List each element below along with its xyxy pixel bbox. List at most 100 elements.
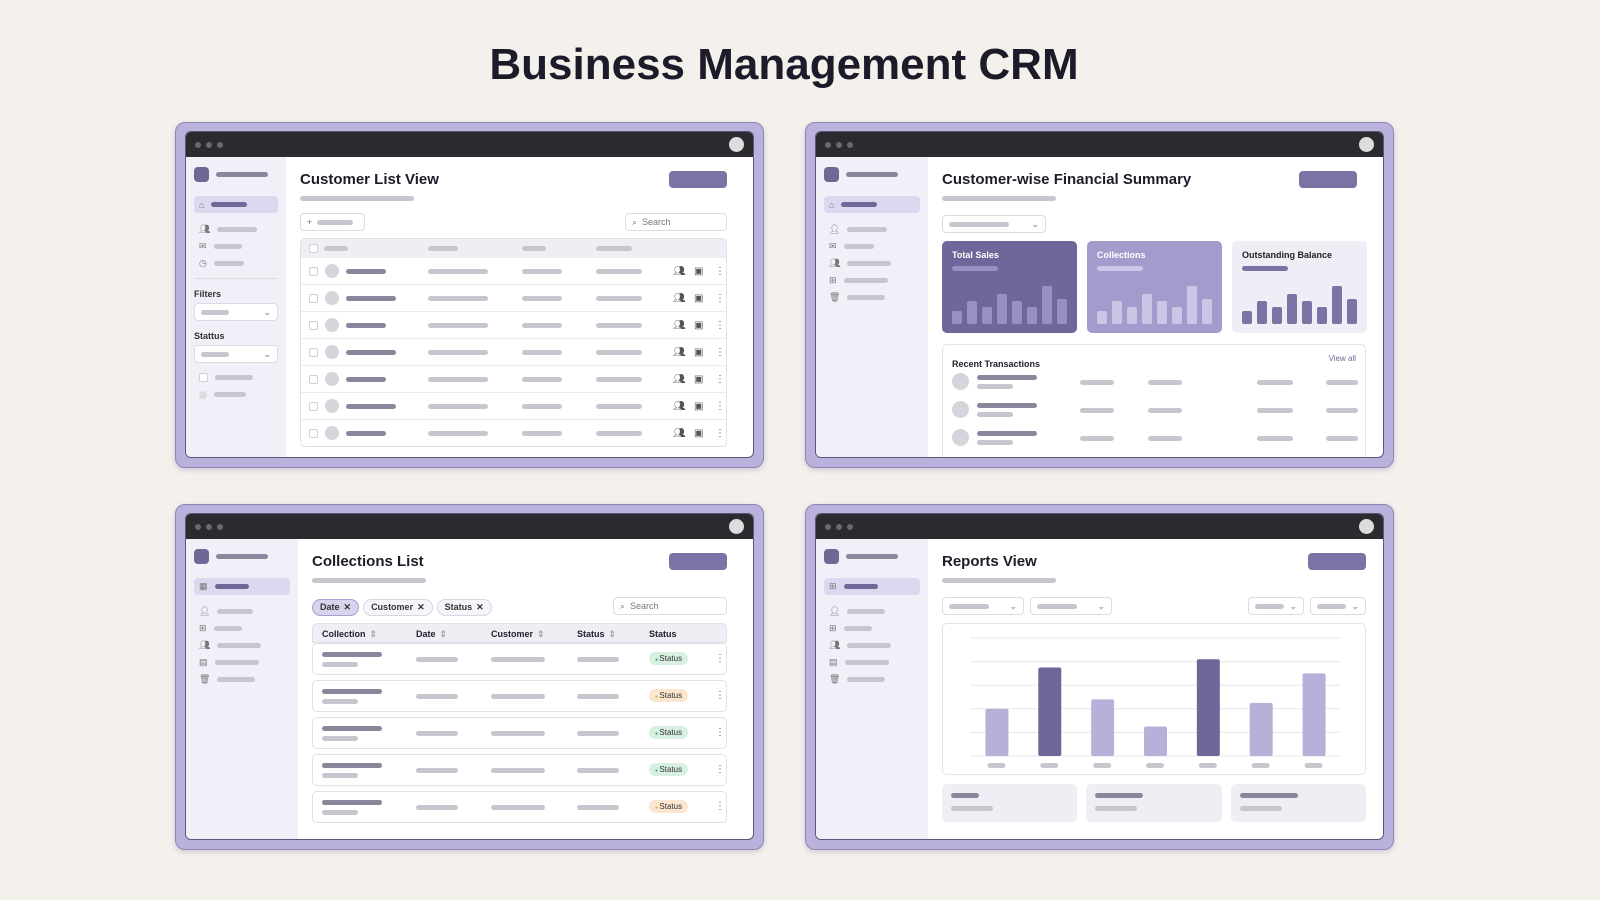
filter-checkbox[interactable] <box>194 369 278 386</box>
more-vertical-icon[interactable]: ⋮ <box>715 800 725 812</box>
more-vertical-icon[interactable]: ⋮ <box>715 726 725 738</box>
window-dot[interactable] <box>825 141 831 148</box>
sidebar-item-layout[interactable]: ▤ <box>824 654 920 671</box>
sidebar-item-trash[interactable]: 🗑︎ <box>194 671 290 688</box>
users-icon[interactable]: 👥︎ <box>673 319 686 331</box>
row-checkbox[interactable] <box>309 374 318 384</box>
column-header[interactable]: Status ⇕ <box>577 629 616 640</box>
sidebar-item-customers[interactable]: 👥︎ <box>194 221 278 238</box>
sidebar-item-home[interactable]: ⌂ <box>194 196 278 213</box>
more-vertical-icon[interactable]: ⋮ <box>715 689 725 701</box>
column-header[interactable]: Collection ⇕ <box>322 629 377 640</box>
sidebar-item-layout[interactable]: ▤ <box>194 654 290 671</box>
document-icon[interactable]: ▣ <box>694 427 704 439</box>
filter-chip-status[interactable]: Status ✕ <box>436 598 492 616</box>
table-row[interactable]: 👥︎ ▣ ⋮ <box>301 419 726 446</box>
users-icon[interactable]: 👥︎ <box>673 400 686 412</box>
sidebar-item-user[interactable]: 👤︎ <box>194 603 290 620</box>
document-icon[interactable]: ▣ <box>694 400 704 412</box>
sort-icon[interactable]: ⇕ <box>369 628 378 639</box>
row-checkbox[interactable] <box>309 428 318 438</box>
sidebar-item-trash[interactable]: 🗑︎ <box>824 289 920 306</box>
more-vertical-icon[interactable]: ⋮ <box>715 427 725 439</box>
close-icon[interactable]: ✕ <box>343 601 352 612</box>
more-vertical-icon[interactable]: ⋮ <box>715 652 725 664</box>
window-dot[interactable] <box>217 141 223 148</box>
sidebar-item-collections[interactable]: ▦ <box>194 578 290 595</box>
more-vertical-icon[interactable]: ⋮ <box>715 763 725 775</box>
more-vertical-icon[interactable]: ⋮ <box>715 319 725 331</box>
document-icon[interactable]: ▣ <box>694 373 704 385</box>
profile-avatar[interactable] <box>1359 137 1374 152</box>
sort-icon[interactable]: ⇕ <box>608 628 617 639</box>
document-icon[interactable]: ▣ <box>694 319 704 331</box>
collection-row[interactable]: ● Status ⋮ <box>312 790 727 823</box>
column-header[interactable]: Status <box>649 629 677 639</box>
primary-button[interactable] <box>1308 553 1366 570</box>
document-icon[interactable]: ▣ <box>694 292 704 304</box>
customer-dropdown[interactable]: ⌄ <box>942 215 1046 233</box>
filter-chip-date[interactable]: Date ✕ <box>312 598 360 616</box>
sidebar-item-add[interactable]: ⊞ <box>824 620 920 637</box>
search-input[interactable]: ⌕ Search <box>625 213 727 231</box>
row-checkbox[interactable] <box>309 401 318 411</box>
users-icon[interactable]: 👥︎ <box>673 265 686 277</box>
table-row[interactable]: 👥︎ ▣ ⋮ <box>301 311 726 338</box>
window-dot[interactable] <box>836 141 842 148</box>
column-header[interactable]: Date ⇕ <box>416 629 447 640</box>
close-icon[interactable]: ✕ <box>476 601 484 612</box>
table-row[interactable]: 👥︎ ▣ ⋮ <box>301 338 726 365</box>
sidebar-item-messages[interactable]: ✉ <box>194 238 278 255</box>
collection-row[interactable]: ● Status ⋮ <box>312 642 727 675</box>
summary-card-0[interactable]: Total Sales <box>942 241 1077 333</box>
primary-button[interactable] <box>669 171 727 188</box>
profile-avatar[interactable] <box>729 519 744 534</box>
sidebar-item-users[interactable]: 👥︎ <box>824 255 920 272</box>
filter-dropdown[interactable]: ⌄ <box>1248 597 1304 615</box>
filter-chip-customer[interactable]: Customer ✕ <box>363 598 433 616</box>
sort-icon[interactable]: ⇕ <box>537 628 545 639</box>
users-icon[interactable]: 👥︎ <box>673 346 686 358</box>
window-dot[interactable] <box>847 523 853 530</box>
table-row[interactable]: 👥︎ ▣ ⋮ <box>301 257 726 284</box>
table-row[interactable]: 👥︎ ▣ ⋮ <box>301 365 726 392</box>
close-icon[interactable]: ✕ <box>417 601 425 612</box>
row-checkbox[interactable] <box>309 266 318 276</box>
profile-avatar[interactable] <box>1359 519 1374 534</box>
filter-dropdown[interactable]: ⌄ <box>1310 597 1366 615</box>
window-dot[interactable] <box>195 141 201 148</box>
more-vertical-icon[interactable]: ⋮ <box>715 400 725 412</box>
more-vertical-icon[interactable]: ⋮ <box>715 265 725 277</box>
collection-row[interactable]: ● Status ⋮ <box>312 753 727 786</box>
sort-icon[interactable]: ⇕ <box>439 628 448 639</box>
sidebar-item-users[interactable]: 👥︎ <box>824 637 920 654</box>
users-icon[interactable]: 👥︎ <box>673 292 686 304</box>
filter-dropdown[interactable]: ⌄ <box>942 597 1024 615</box>
window-dot[interactable] <box>206 523 212 530</box>
sidebar-item-trash[interactable]: 🗑︎ <box>824 671 920 688</box>
row-checkbox[interactable] <box>309 293 318 303</box>
summary-card-1[interactable]: Collections <box>1087 241 1222 333</box>
status-dropdown[interactable]: ⌄ <box>194 345 278 363</box>
view-all-link[interactable]: View all <box>1328 354 1356 363</box>
row-checkbox[interactable] <box>309 347 318 357</box>
window-dot[interactable] <box>195 523 201 530</box>
sidebar-item-add[interactable]: ⊞ <box>194 620 290 637</box>
table-row[interactable]: 👥︎ ▣ ⋮ <box>301 392 726 419</box>
sidebar-item-reports[interactable]: ⊞ <box>824 578 920 595</box>
sidebar-item-user[interactable]: 👤︎ <box>824 603 920 620</box>
add-button[interactable]: + <box>300 213 365 231</box>
window-dot[interactable] <box>836 523 842 530</box>
more-vertical-icon[interactable]: ⋮ <box>715 292 725 304</box>
sidebar-item-user[interactable]: 👤︎ <box>824 221 920 238</box>
collection-row[interactable]: ● Status ⋮ <box>312 716 727 749</box>
window-dot[interactable] <box>847 141 853 148</box>
window-dot[interactable] <box>825 523 831 530</box>
primary-button[interactable] <box>1299 171 1357 188</box>
more-vertical-icon[interactable]: ⋮ <box>715 346 725 358</box>
filters-dropdown[interactable]: ⌄ <box>194 303 278 321</box>
row-checkbox[interactable] <box>309 320 318 330</box>
sidebar-item-users[interactable]: 👥︎ <box>194 637 290 654</box>
primary-button[interactable] <box>669 553 727 570</box>
more-vertical-icon[interactable]: ⋮ <box>715 373 725 385</box>
